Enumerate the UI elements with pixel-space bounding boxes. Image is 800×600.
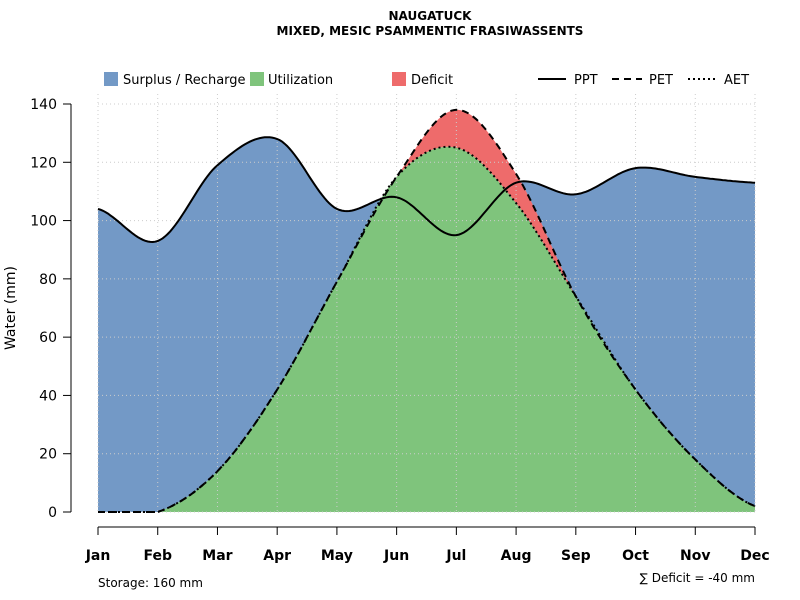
legend-label-utilization: Utilization [268,73,333,88]
x-tick-label-may: May [321,548,353,564]
chart-subtitle: MIXED, MESIC PSAMMENTIC FRASIWASSENTS [277,24,584,38]
legend-swatch-surplus [104,72,118,86]
axes: 0 20 40 60 80 100 120 140 Jan Feb Mar Apr May Jun Jul A… [30,97,769,564]
x-tick-label-jul: Jul [445,548,466,564]
legend: Surplus / Recharge Utilization Deficit P… [104,72,749,88]
storage-label: Storage: 160 mm [98,576,203,590]
legend-label-ppt: PPT [574,73,598,88]
x-tick-label-feb: Feb [143,548,172,564]
chart-title: NAUGATUCK [389,9,473,23]
x-tick-label-jan: Jan [85,548,111,564]
x-tick-label-sep: Sep [561,548,591,564]
legend-swatch-utilization [250,72,264,86]
ppt-line [97,136,756,244]
y-tick-label-0: 0 [48,505,57,521]
plot-area [97,94,756,513]
y-axis-label: Water (mm) [3,266,19,350]
legend-label-pet: PET [649,73,673,88]
x-tick-label-nov: Nov [680,548,710,564]
utilization-area [98,146,755,513]
x-tick-label-jun: Jun [383,548,409,564]
y-tick-label-6: 120 [30,155,57,171]
y-tick-label-1: 20 [39,447,57,463]
legend-swatch-deficit [392,72,406,86]
x-tick-label-dec: Dec [740,548,769,564]
x-tick-label-oct: Oct [622,548,649,564]
pet-line [98,108,756,513]
legend-label-surplus: Surplus / Recharge [123,73,246,88]
x-tick-label-aug: Aug [501,548,532,564]
y-tick-label-4: 80 [39,272,57,288]
x-tick-label-mar: Mar [202,548,232,564]
deficit-total-label: ∑ Deficit = -40 mm [640,571,755,585]
legend-label-aet: AET [724,73,749,88]
y-tick-label-3: 60 [39,330,57,346]
y-tick-label-7: 140 [30,97,57,113]
y-tick-label-5: 100 [30,214,57,230]
y-tick-label-2: 40 [39,388,57,404]
legend-label-deficit: Deficit [411,73,453,88]
x-tick-label-apr: Apr [263,548,291,564]
